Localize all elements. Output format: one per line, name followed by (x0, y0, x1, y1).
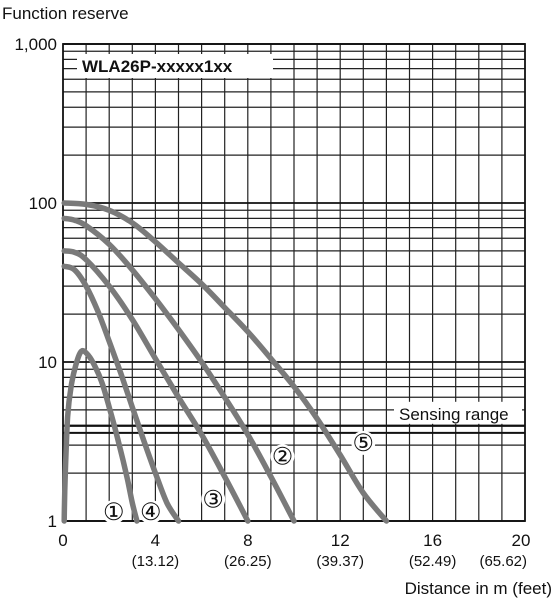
x-tick-sublabel: (26.25) (224, 553, 272, 570)
y-tick-label: 1,000 (14, 35, 57, 54)
sensing-range-label: Sensing range (399, 405, 509, 424)
x-tick-label: 20 (512, 531, 531, 550)
series-marker-bg (138, 499, 163, 524)
series-marker-label: ② (272, 443, 294, 470)
series-marker-label: ⑤ (353, 430, 375, 457)
series-marker-bg (101, 499, 126, 524)
series-marker-bg (351, 430, 376, 455)
series-marker-label: ① (103, 499, 125, 526)
chart-title: WLA26P-xxxxx1xx (82, 57, 233, 76)
series-marker-label: ③ (202, 486, 224, 513)
y-tick-labels: 1 10 100 1,000 (14, 35, 57, 531)
minor-grid (63, 44, 525, 521)
x-tick-sublabel: (39.37) (316, 553, 364, 570)
series-marker-bg (270, 444, 295, 469)
x-tick-labels: 0 4 (13.12) 8 (26.25) 12 (39.37) 16 (52.49) 20 (65… (58, 531, 530, 570)
x-tick-label: 0 (58, 531, 67, 550)
y-axis-label: Function reserve (2, 4, 129, 23)
sensing-range-label-bg (394, 401, 522, 424)
x-tick-sublabel: (13.12) (132, 553, 180, 570)
x-tick-sublabel: (65.62) (479, 553, 527, 570)
x-tick-label: 12 (331, 531, 350, 550)
x-tick-label: 4 (151, 531, 160, 550)
series-marker-label: ④ (140, 499, 162, 526)
series-curve-3 (61, 248, 251, 524)
x-axis-label: Distance in m (feet) (405, 579, 552, 598)
y-tick-label: 10 (38, 353, 57, 372)
chart-title-box: WLA26P-xxxxx1xx (77, 54, 273, 78)
x-tick-label: 16 (423, 531, 442, 550)
y-tick-label: 100 (29, 194, 57, 213)
series-marker-bg (201, 487, 226, 512)
sensing-range-group: Sensing range (63, 401, 525, 434)
series-curve-1 (61, 348, 140, 524)
x-tick-sublabel: (52.49) (409, 553, 457, 570)
series-curve-2 (61, 263, 182, 524)
x-tick-label: 8 (243, 531, 252, 550)
series-curve-5 (61, 200, 390, 524)
y-tick-label: 1 (48, 512, 57, 531)
series-curve-4 (61, 215, 297, 524)
series-curves (61, 200, 390, 524)
series-markers: ① ④ ③ ② ⑤ (101, 430, 376, 526)
